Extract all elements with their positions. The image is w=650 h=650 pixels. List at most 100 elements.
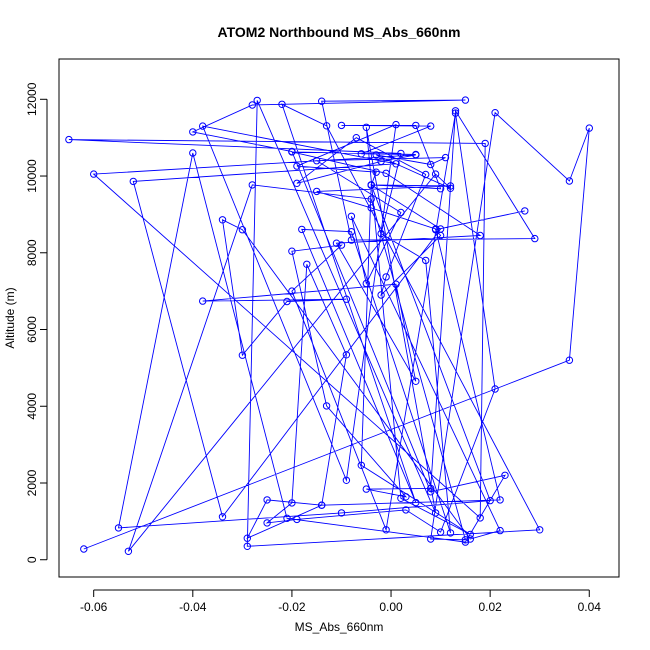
data-point xyxy=(496,496,504,504)
data-point xyxy=(392,280,400,288)
data-point xyxy=(347,228,356,236)
data-point xyxy=(129,177,138,186)
data-point xyxy=(377,157,385,166)
data-point xyxy=(65,135,73,144)
data-point xyxy=(318,501,326,509)
x-axis-label: MS_Abs_660nm xyxy=(295,620,384,634)
data-point xyxy=(461,536,470,544)
data-point xyxy=(362,279,370,288)
data-point xyxy=(431,226,440,234)
data-point xyxy=(218,513,227,521)
data-point xyxy=(427,122,435,130)
data-point xyxy=(461,96,470,104)
data-point xyxy=(451,107,460,115)
data-point xyxy=(253,96,261,105)
data-point xyxy=(377,291,385,299)
x-tick-label: -0.06 xyxy=(80,600,108,614)
data-point xyxy=(243,542,252,550)
data-point xyxy=(238,226,247,234)
data-point xyxy=(357,461,365,469)
series-line xyxy=(68,99,590,552)
data-point xyxy=(199,297,207,305)
data-point xyxy=(436,185,445,193)
data-point xyxy=(436,231,445,240)
data-point xyxy=(565,177,574,185)
y-tick-label: 2000 xyxy=(25,469,39,496)
data-point xyxy=(362,485,370,493)
data-point xyxy=(313,157,321,165)
data-point xyxy=(283,514,291,522)
data-point xyxy=(451,109,460,117)
data-point xyxy=(367,204,375,212)
data-point xyxy=(446,182,455,190)
data-point xyxy=(461,538,470,546)
data-point xyxy=(431,170,440,178)
data-point xyxy=(352,134,360,142)
data-point xyxy=(199,122,207,130)
data-point xyxy=(362,123,370,132)
data-point xyxy=(476,231,484,240)
y-tick-label: 12000 xyxy=(25,82,39,116)
data-point xyxy=(412,498,420,507)
data-point xyxy=(357,150,365,158)
data-point xyxy=(422,170,430,179)
y-tick-label: 0 xyxy=(25,556,39,563)
data-point xyxy=(382,273,390,281)
data-point xyxy=(422,256,430,265)
data-point xyxy=(431,509,440,517)
x-tick-label: 0.02 xyxy=(478,600,502,614)
data-point xyxy=(491,385,499,393)
data-point xyxy=(397,494,405,502)
data-point xyxy=(124,547,133,555)
data-point xyxy=(278,100,286,109)
data-point xyxy=(313,187,321,196)
data-point xyxy=(436,528,445,536)
data-point xyxy=(80,545,88,553)
x-axis: -0.06 -0.04 -0.02 0.00 0.02 0.04 xyxy=(80,589,602,614)
data-point xyxy=(347,212,356,221)
data-point xyxy=(322,402,331,410)
data-point xyxy=(288,247,296,255)
data-point xyxy=(263,496,271,504)
data-point xyxy=(367,195,375,203)
data-point xyxy=(521,207,529,215)
data-point xyxy=(322,122,331,130)
data-point xyxy=(476,514,484,522)
y-tick-label: 4000 xyxy=(25,393,39,420)
y-axis-label: Altitude (m) xyxy=(3,287,17,348)
chart-title: ATOM2 Northbound MS_Abs_660nm xyxy=(218,24,461,40)
y-tick-label: 10000 xyxy=(25,159,39,193)
x-tick-label: 0.04 xyxy=(578,600,602,614)
data-point xyxy=(248,181,257,189)
data-point xyxy=(427,535,435,543)
x-tick-label: 0.00 xyxy=(379,600,403,614)
data-point xyxy=(298,225,306,234)
data-point xyxy=(248,101,257,109)
data-point xyxy=(446,184,455,193)
data-point xyxy=(491,109,499,117)
data-point xyxy=(288,287,296,295)
data-point xyxy=(397,208,405,217)
data-point xyxy=(466,530,474,539)
series-group xyxy=(65,96,593,555)
data-point xyxy=(114,524,123,532)
data-point xyxy=(337,509,346,517)
data-point xyxy=(243,534,252,542)
data-point xyxy=(382,169,390,178)
data-point xyxy=(427,488,435,496)
y-tick-label: 6000 xyxy=(25,316,39,343)
data-point xyxy=(501,471,509,479)
data-point xyxy=(446,529,455,537)
data-point xyxy=(412,121,420,130)
data-point xyxy=(412,151,420,159)
data-point xyxy=(392,120,400,129)
data-point xyxy=(288,499,296,507)
data-point xyxy=(303,260,311,268)
data-point xyxy=(90,170,98,178)
data-point xyxy=(377,229,385,238)
data-point xyxy=(218,216,227,224)
data-point xyxy=(496,526,504,535)
data-point xyxy=(337,241,346,249)
data-point xyxy=(486,496,494,505)
